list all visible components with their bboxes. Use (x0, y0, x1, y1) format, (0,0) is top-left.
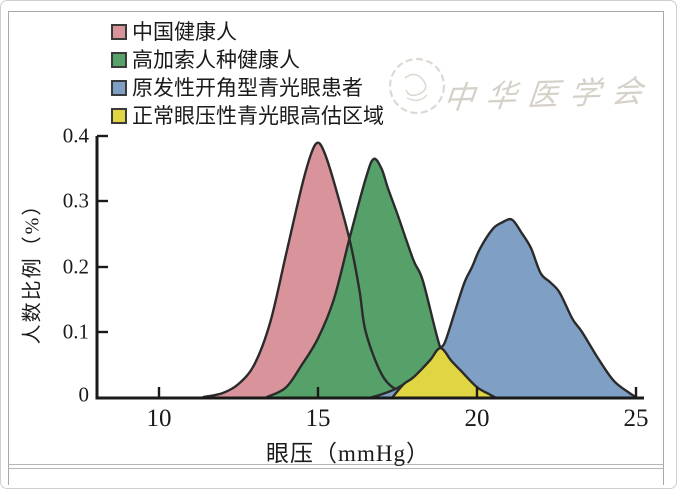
legend-label: 中国健康人 (132, 19, 237, 44)
ntg-overestimate-zone-outline (391, 346, 496, 399)
y-tick-label-0.1: 0.1 (62, 319, 89, 344)
legend-swatch-pink (111, 24, 127, 40)
x-tick-label-25: 25 (623, 405, 649, 432)
ntg-overestimate-zone-area (392, 348, 495, 397)
bottom-divider (8, 464, 664, 469)
legend-label: 正常眼压性青光眼高估区域 (132, 103, 384, 128)
y-tick-label-0: 0 (78, 382, 90, 407)
legend-swatch-blue (111, 80, 127, 96)
legend-item-caucasian-healthy: 高加索人种健康人 (111, 46, 384, 74)
y-tick-label-0.2: 0.2 (62, 254, 89, 279)
chinese-healthy-area (203, 142, 423, 397)
legend-label: 原发性开角型青光眼患者 (132, 75, 363, 100)
x-axis-ticks (157, 387, 638, 398)
y-tick-label-0.4: 0.4 (62, 123, 89, 148)
caucasian-healthy-area (267, 158, 503, 397)
legend-item-chinese-healthy: 中国健康人 (111, 18, 384, 46)
chinese-healthy-outline (202, 141, 425, 399)
legend-swatch-yellow (111, 108, 127, 124)
legend-label: 高加索人种健康人 (132, 47, 300, 72)
legend-item-ntg-overestimate-zone: 正常眼压性青光眼高估区域 (111, 102, 384, 130)
axis-lines (95, 136, 644, 400)
x-axis-title: 眼压（mmHg） (266, 441, 430, 466)
x-tick-label-20: 20 (464, 405, 490, 432)
x-tick-label-15: 15 (305, 405, 331, 432)
legend-item-poag-patients: 原发性开角型青光眼患者 (111, 74, 384, 102)
legend: 中国健康人 高加索人种健康人 原发性开角型青光眼患者 正常眼压性青光眼高估区域 (111, 18, 384, 130)
y-axis-ticks (97, 134, 108, 334)
legend-swatch-green (111, 52, 127, 68)
y-axis-title: 人数比例（%） (21, 193, 44, 345)
y-tick-label-0.3: 0.3 (62, 188, 89, 213)
x-tick-label-10: 10 (146, 405, 172, 432)
